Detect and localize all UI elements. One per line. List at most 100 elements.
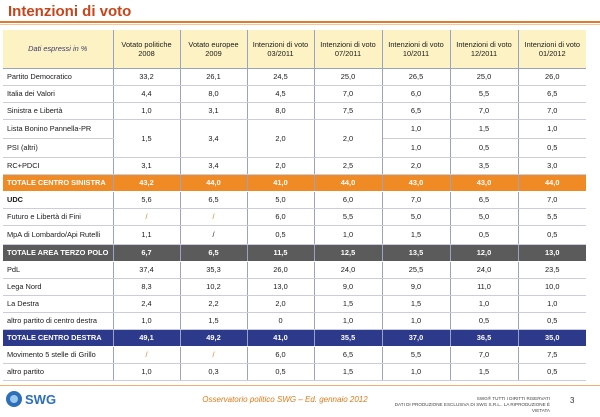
table-cell: 12,0 [450, 244, 519, 262]
table-cell: 26,0 [247, 261, 315, 279]
total-row-terzo-polo: TOTALE AREA TERZO POLO 6,7 6,5 11,5 12,5… [3, 244, 586, 262]
swg-logo-icon [6, 391, 22, 407]
party-name: Sinistra e Libertà [3, 102, 114, 120]
table-row: Lista Bonino Pannella-PR 1,5 3,4 2,0 2,0… [3, 119, 586, 158]
table-cell: 1,0 [113, 102, 181, 120]
table-cell: 8,0 [180, 85, 248, 103]
table-cell: 8,0 [247, 102, 315, 120]
table-cell: 1,0 [382, 119, 451, 139]
table-cell: 36,5 [450, 329, 519, 347]
table-cell: 11,0 [450, 278, 519, 296]
table-cell: 0,5 [450, 312, 519, 330]
table-cell: 6,5 [180, 191, 248, 209]
footer-copyright-line: SWG® TUTTI I DIRITTI RISERVATI [476, 396, 550, 401]
table-row: Lega Nord 8,3 10,2 13,0 9,0 9,0 11,0 10,… [3, 278, 586, 296]
table-cell: 6,5 [518, 85, 586, 103]
table-row: PdL 37,4 35,3 26,0 24,0 25,5 24,0 23,5 [3, 261, 586, 279]
table-cell: 25,0 [314, 68, 383, 86]
table-cell: 0,5 [518, 225, 586, 245]
table-cell: 0,5 [518, 312, 586, 330]
table-cell: 25,5 [382, 261, 451, 279]
table-cell: 6,0 [314, 191, 383, 209]
table-cell: 7,0 [382, 191, 451, 209]
table-cell: 0,5 [450, 138, 519, 158]
table-cell: 7,0 [518, 191, 586, 209]
swg-logo: SWG [6, 391, 56, 407]
table-cell: 49,1 [113, 329, 181, 347]
header-column: Intenzioni di voto 03/2011 [247, 30, 315, 69]
table-cell: 0,5 [247, 363, 315, 381]
table-cell: 1,0 [450, 295, 519, 313]
table-cell: 2,0 [247, 119, 315, 158]
table-row: altro partito di centro destra 1,0 1,5 0… [3, 312, 586, 330]
table-cell: / [113, 346, 181, 364]
table-cell: 0,3 [180, 363, 248, 381]
table-cell: 10,2 [180, 278, 248, 296]
table-cell: 2,0 [382, 157, 451, 175]
table-cell: 26,5 [382, 68, 451, 86]
table-cell: 7,0 [450, 346, 519, 364]
table-cell: 35,0 [518, 329, 586, 347]
footer-divider [0, 385, 600, 386]
table-cell: 6,0 [382, 85, 451, 103]
table-cell: 1,5 [450, 119, 519, 139]
header-column: Intenzioni di voto 01/2012 [518, 30, 586, 69]
table-row: MpA di Lombardo/Api Rutelli 1,1 / 0,5 1,… [3, 225, 586, 245]
party-name: Partito Democratico [3, 68, 114, 86]
table-cell: 5,5 [314, 208, 383, 226]
table-cell: 6,0 [247, 208, 315, 226]
page-title: Intenzioni di voto [8, 3, 132, 20]
table-cell: 6,5 [382, 102, 451, 120]
table-cell: 43,0 [450, 174, 519, 192]
footer-copyright-line: DATI DI PRODUZIONE ESCLUSIVA DI SWG S.R.… [394, 402, 550, 413]
title-divider [0, 21, 600, 23]
party-name: UDC [3, 191, 114, 209]
table-cell: 1,5 [382, 295, 451, 313]
table-cell: 5,6 [113, 191, 181, 209]
party-name: Italia dei Valori [3, 85, 114, 103]
footer-copyright: SWG® TUTTI I DIRITTI RISERVATI DATI DI P… [380, 396, 550, 414]
table-cell: 0,5 [518, 138, 586, 158]
total-row-centro-destra: TOTALE CENTRO DESTRA 49,1 49,2 41,0 35,5… [3, 329, 586, 347]
table-cell: 7,0 [518, 102, 586, 120]
table-cell: 26,1 [180, 68, 248, 86]
table-cell: 5,0 [247, 191, 315, 209]
table-cell: 3,1 [113, 157, 181, 175]
table-cell: 1,0 [113, 312, 181, 330]
table-cell: / [180, 346, 248, 364]
party-name: TOTALE CENTRO DESTRA [3, 329, 114, 347]
table-cell: 7,0 [314, 85, 383, 103]
table-cell: 1,5 [382, 225, 451, 245]
table-cell: 3,4 [180, 119, 248, 158]
party-name: Futuro e Libertà di Fini [3, 208, 114, 226]
table-cell: 23,5 [518, 261, 586, 279]
table-cell: 43,0 [382, 174, 451, 192]
swg-logo-text: SWG [25, 391, 57, 407]
party-name: Movimento 5 stelle di Grillo [3, 346, 114, 364]
table-cell: 37,4 [113, 261, 181, 279]
table-cell: 6,5 [180, 244, 248, 262]
table-cell: 1,1 [113, 225, 181, 245]
table-row: Partito Democratico 33,2 26,1 24,5 25,0 … [3, 68, 586, 86]
table-cell: 1,5 [180, 312, 248, 330]
table-cell: 6,5 [314, 346, 383, 364]
party-name: altro partito [3, 363, 114, 381]
table-cell: 1,0 [382, 312, 451, 330]
table-cell: 7,0 [450, 102, 519, 120]
table-cell: 1,0 [382, 138, 451, 158]
table-cell: 9,0 [382, 278, 451, 296]
table-cell: 44,0 [180, 174, 248, 192]
table-cell: 1,0 [518, 119, 586, 139]
table-cell: 1,0 [314, 312, 383, 330]
table-row: PSI (altri) 1,0 0,5 0,5 [3, 138, 586, 158]
table-cell: 5,0 [382, 208, 451, 226]
footer-source: Osservatorio politico SWG – Ed. gennaio … [202, 395, 368, 404]
table-cell: 24,0 [450, 261, 519, 279]
table-cell: / [180, 225, 248, 245]
party-name: La Destra [3, 295, 114, 313]
table-cell: 26,0 [518, 68, 586, 86]
table-row: UDC 5,6 6,5 5,0 6,0 7,0 6,5 7,0 [3, 191, 586, 209]
table-cell: 25,0 [450, 68, 519, 86]
party-name: altro partito di centro destra [3, 312, 114, 330]
table-cell: 1,5 [314, 295, 383, 313]
